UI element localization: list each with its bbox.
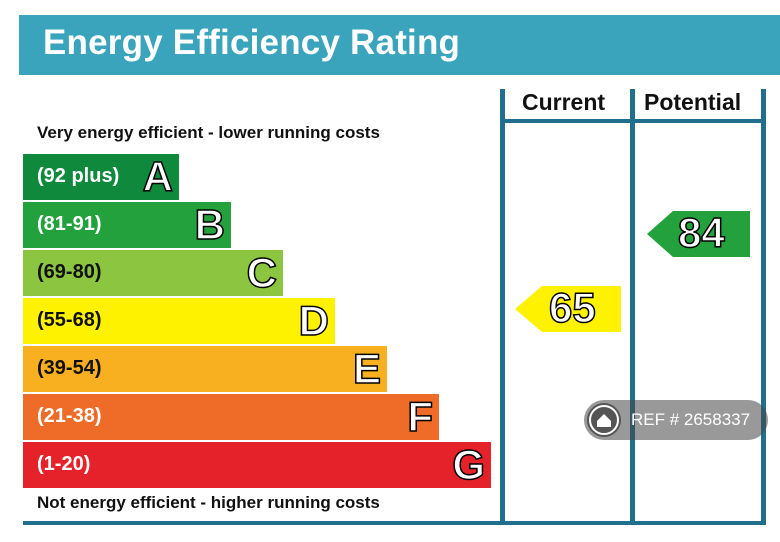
band-e: (39-54) E <box>23 344 387 393</box>
potential-rating-arrow: 84 <box>647 209 750 257</box>
page-title: Energy Efficiency Rating <box>43 23 461 62</box>
band-letter: A <box>142 152 174 201</box>
band-letter: D <box>298 296 330 345</box>
top-note: Very energy efficient - lower running co… <box>37 123 380 142</box>
column-divider-middle <box>630 89 635 525</box>
band-range-label: (21-38) <box>37 405 102 427</box>
home-icon <box>587 403 621 437</box>
band-letter: B <box>194 200 226 249</box>
band-b: (81-91) B <box>23 200 231 249</box>
band-letter: F <box>407 392 434 441</box>
band-letter: C <box>246 248 278 297</box>
band-range-label: (92 plus) <box>37 165 120 187</box>
band-g: (1-20) G <box>23 440 491 489</box>
potential-rating-value: 84 <box>677 209 725 257</box>
current-arrow-shape <box>515 286 621 332</box>
band-a: (92 plus) A <box>23 152 179 201</box>
column-divider-right <box>761 89 766 525</box>
band-range-label: (81-91) <box>37 213 102 235</box>
band-range-label: (39-54) <box>37 357 102 379</box>
band-letter: G <box>452 440 486 489</box>
band-range-label: (69-80) <box>37 261 102 283</box>
bottom-note: Not energy efficient - higher running co… <box>37 493 380 512</box>
band-range-label: (55-68) <box>37 309 102 331</box>
band-f: (21-38) F <box>23 392 439 441</box>
column-header-underline <box>500 119 766 123</box>
band-letter: E <box>352 344 382 393</box>
potential-arrow-shape <box>647 211 750 257</box>
band-range-label: (1-20) <box>37 453 91 475</box>
current-column-header: Current <box>522 89 606 115</box>
bottom-border <box>23 521 766 525</box>
column-divider-left <box>500 89 505 525</box>
current-rating-arrow: 65 <box>515 284 621 332</box>
reference-text: REF # 2658337 <box>631 410 751 429</box>
reference-watermark: REF # 2658337 <box>584 400 768 440</box>
header-bar: Energy Efficiency Rating <box>19 15 780 75</box>
current-rating-value: 65 <box>548 284 596 332</box>
band-d: (55-68) D <box>23 296 335 345</box>
potential-column-header: Potential <box>644 89 742 115</box>
band-c: (69-80) C <box>23 248 283 297</box>
